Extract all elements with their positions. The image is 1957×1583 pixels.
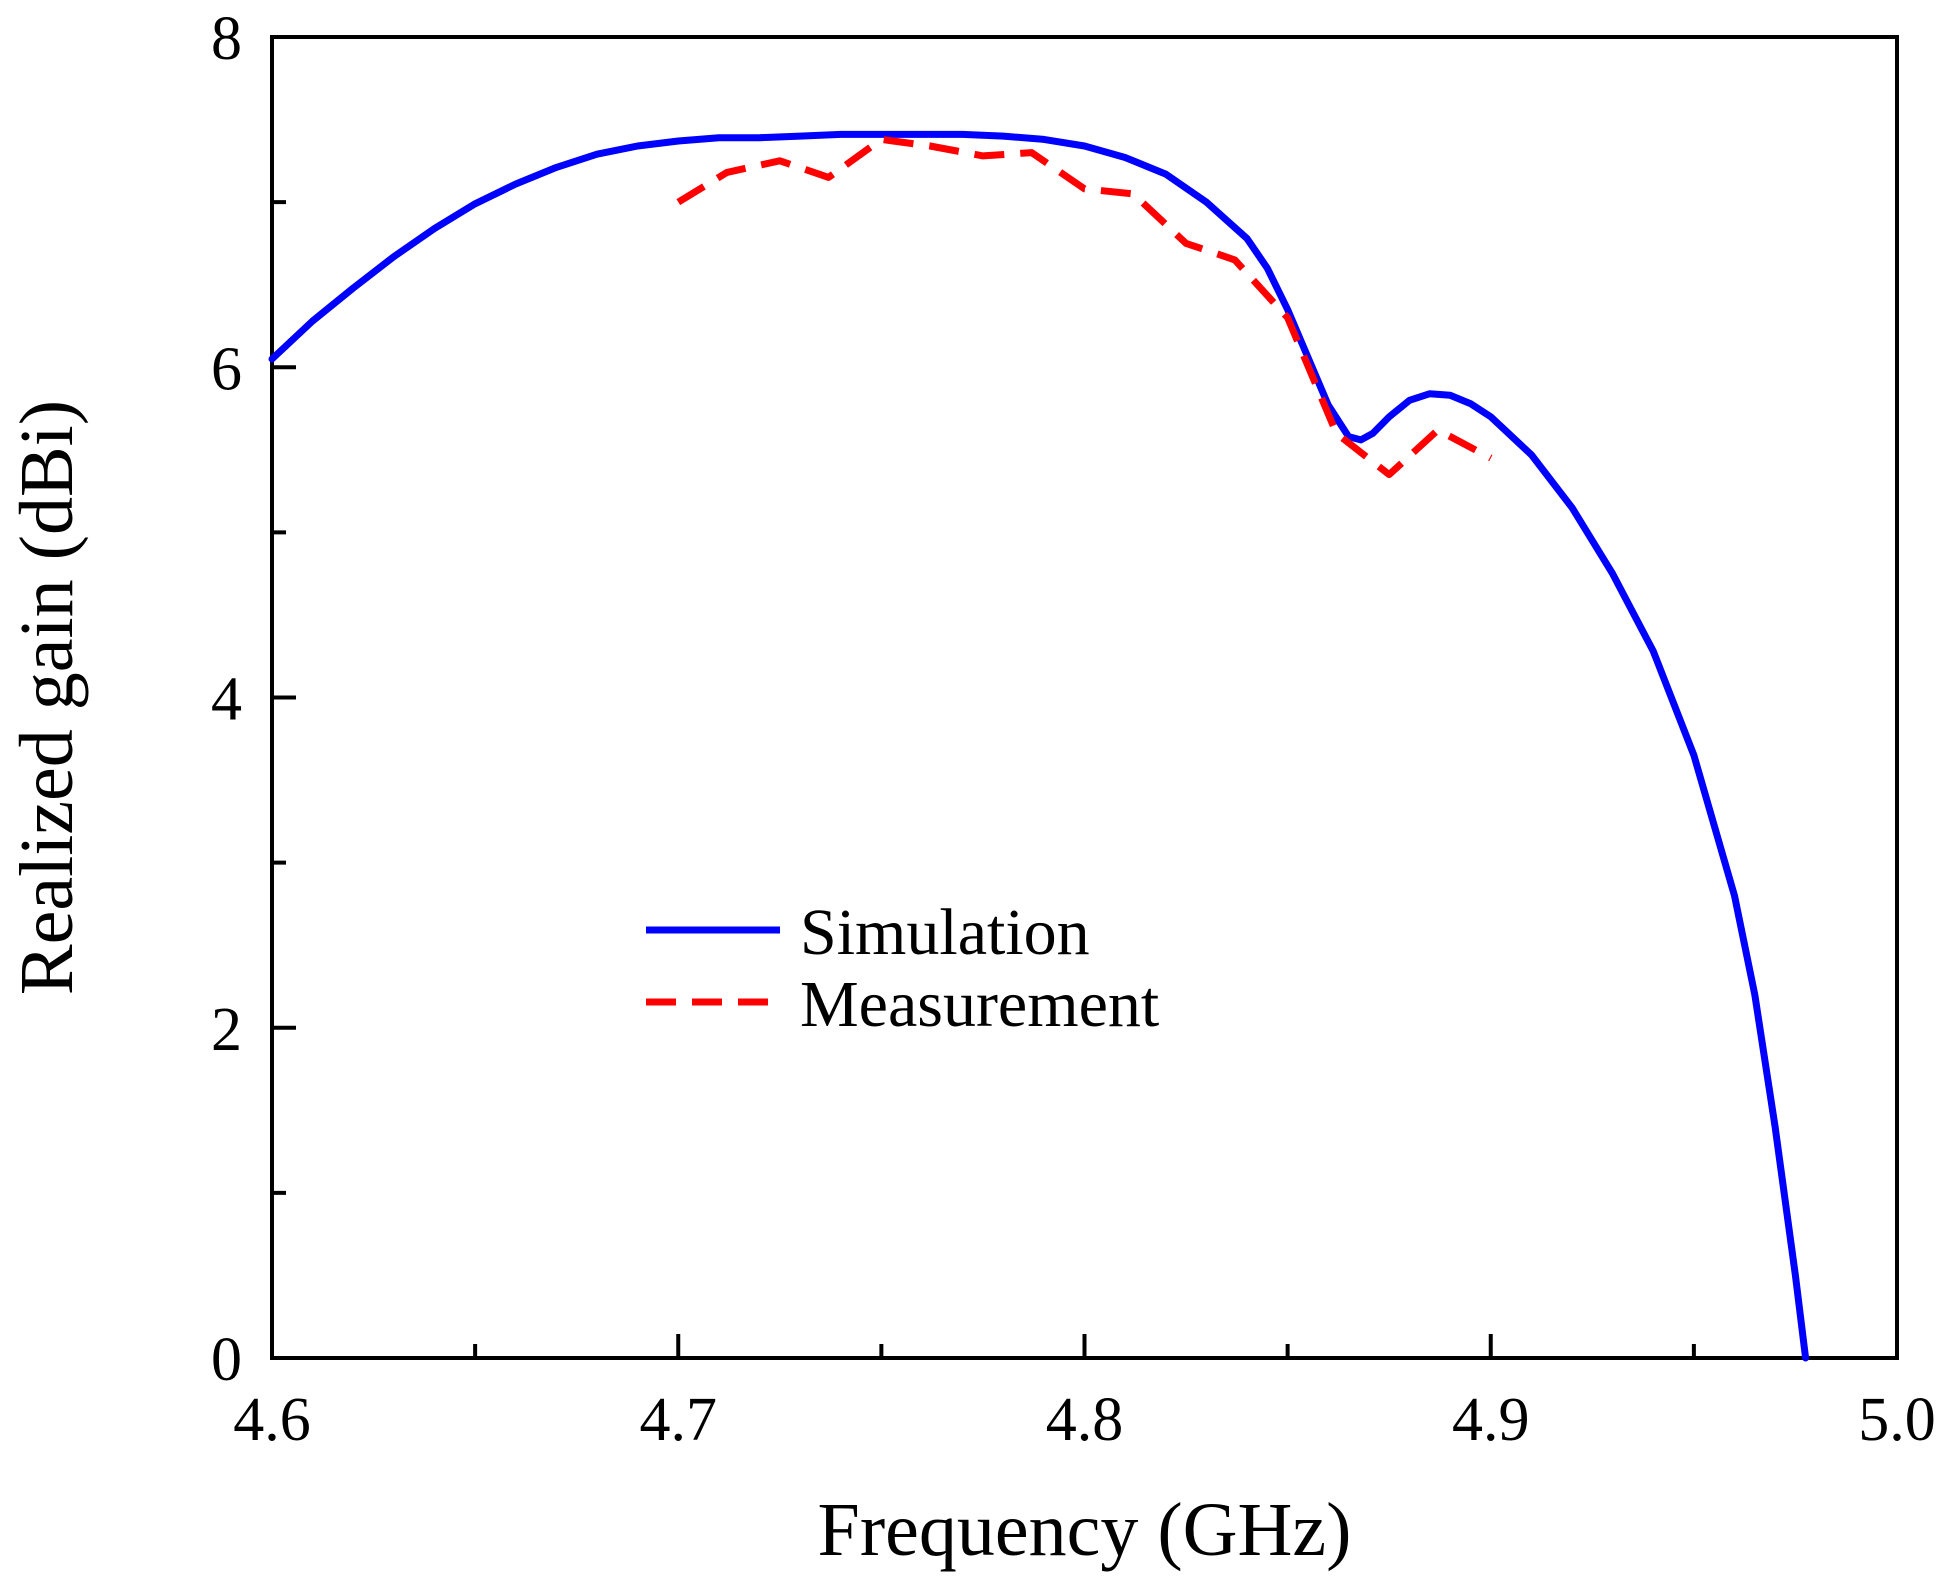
series-line-simulation (268, 130, 1810, 1362)
x-tick-label: 4.7 (640, 1386, 718, 1454)
plot-frame (270, 35, 1899, 1360)
x-tick-label: 4.8 (1046, 1386, 1124, 1454)
y-tick-label: 6 (211, 335, 242, 403)
y-axis-title: Realized gain (dBi) (5, 400, 89, 995)
x-tick-label: 4.9 (1452, 1386, 1530, 1454)
y-tick-label: 4 (211, 666, 242, 734)
legend-label-measurement: Measurement (800, 968, 1159, 1041)
series-line-measurement (676, 135, 1493, 479)
x-axis-title: Frequency (GHz) (818, 1488, 1352, 1572)
y-tick-label: 8 (211, 5, 242, 73)
y-tick-label: 0 (211, 1326, 242, 1394)
x-tick-label: 5.0 (1858, 1386, 1936, 1454)
legend-label-simulation: Simulation (800, 896, 1090, 969)
y-tick-label: 2 (211, 996, 242, 1064)
x-tick-label: 4.6 (233, 1386, 311, 1454)
